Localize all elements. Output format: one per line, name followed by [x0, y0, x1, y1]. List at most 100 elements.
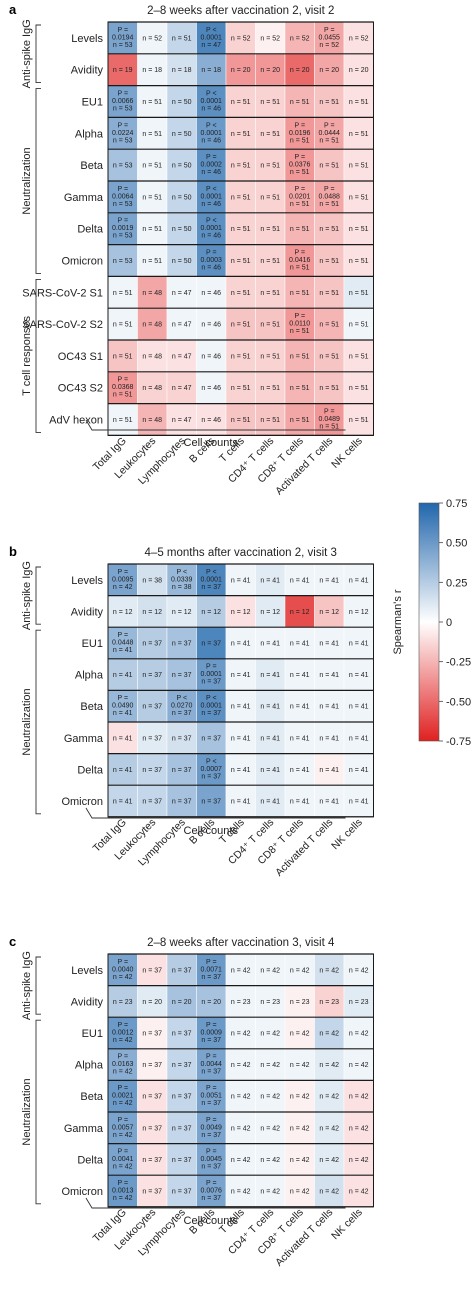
cell-label: n = 23 [260, 999, 280, 1006]
heatmap-cell [343, 339, 374, 373]
heatmap-cell [314, 953, 345, 986]
cell-label: n = 42 [260, 967, 280, 974]
cell-pvalue-head: P = [294, 186, 305, 193]
cell-pvalue: 0.0019 [112, 225, 134, 232]
heatmap-cell [343, 53, 374, 86]
cell-label: n = 51 [231, 353, 251, 360]
cell-n: n = 46 [201, 201, 221, 208]
heatmap-cell [314, 339, 345, 373]
cell-label: n = 50 [172, 99, 192, 106]
cell-label: n = 48 [142, 417, 162, 424]
cell-label: n = 37 [142, 1125, 162, 1132]
cell-label: n = 41 [349, 767, 369, 774]
heatmap-cell [284, 690, 315, 723]
cell-label: n = 42 [231, 1189, 251, 1196]
heatmap-cell [255, 721, 286, 754]
cell-n: n = 53 [113, 201, 133, 208]
heatmap-cell [284, 1048, 315, 1081]
cell-label: n = 37 [142, 967, 162, 974]
cell-n: n = 42 [113, 1195, 133, 1202]
cell-label: n = 47 [172, 322, 192, 329]
group-bracket [35, 629, 41, 815]
heatmap-cell [225, 212, 256, 245]
cell-label: n = 51 [142, 194, 162, 201]
cell-n: n = 37 [201, 1037, 221, 1044]
colorbar-tick-label: 0.75 [446, 498, 467, 510]
row-label: Levels [71, 965, 103, 977]
cell-label: n = 42 [231, 1031, 251, 1038]
cell-n: n = 37 [201, 1100, 221, 1107]
cell-pvalue-head: P = [117, 186, 128, 193]
cell-pvalue: 0.0076 [201, 1188, 223, 1195]
cell-label: n = 48 [142, 385, 162, 392]
heatmap-cell [343, 690, 374, 723]
cell-label: n = 41 [319, 577, 339, 584]
heatmap-cell [255, 307, 286, 341]
cell-label: n = 42 [260, 1125, 280, 1132]
heatmap-cell [343, 276, 374, 309]
cell-label: n = 51 [260, 226, 280, 233]
cell-pvalue: 0.0163 [112, 1061, 134, 1068]
cell-pvalue: 0.0201 [289, 193, 311, 200]
heatmap-cell [284, 1016, 315, 1050]
cell-pvalue-head: P = [206, 1022, 217, 1029]
cell-label: n = 37 [201, 735, 221, 742]
cell-label: n = 42 [349, 1157, 369, 1164]
heatmap-cell [137, 1174, 168, 1208]
heatmap-cell [284, 276, 315, 309]
cell-label: n = 53 [113, 258, 133, 265]
heatmap-cell [166, 307, 197, 341]
heatmap-cell [225, 244, 256, 277]
row-label: Gamma [64, 1123, 104, 1135]
cell-label: n = 46 [201, 385, 221, 392]
heatmap-cell [196, 626, 227, 660]
heatmap-cell [107, 339, 138, 373]
heatmap-cell [137, 658, 168, 691]
cell-pvalue-head: P = [117, 1117, 128, 1124]
cell-pvalue: 0.0416 [289, 257, 311, 264]
cell-label: n = 51 [231, 417, 251, 424]
panel-letter: a [9, 2, 17, 17]
cell-label: n = 51 [260, 290, 280, 297]
cell-n: n = 37 [201, 710, 221, 717]
cell-label: n = 51 [349, 258, 369, 265]
cell-label: n = 37 [172, 672, 192, 679]
heatmap-cell [343, 953, 374, 986]
cell-label: n = 37 [142, 1189, 162, 1196]
cell-label: n = 52 [290, 35, 310, 42]
cell-pvalue-head: P = [117, 1148, 128, 1155]
heatmap-cell [343, 1048, 374, 1081]
cell-label: n = 37 [172, 641, 192, 648]
heatmap-cell [284, 212, 315, 245]
cell-label: n = 51 [319, 385, 339, 392]
heatmap-cell [166, 658, 197, 691]
cell-n: n = 42 [113, 1037, 133, 1044]
heatmap-cell [107, 276, 138, 309]
heatmap-cell [137, 21, 168, 55]
cell-pvalue-head: P < [206, 569, 217, 576]
cell-n: n = 37 [201, 1132, 221, 1139]
cell-pvalue: 0.0001 [201, 225, 223, 232]
cell-label: n = 20 [142, 999, 162, 1006]
group-label: Neutralization [21, 1078, 33, 1145]
cell-label: n = 42 [349, 1189, 369, 1196]
heatmap-cell [314, 21, 345, 55]
cell-label: n = 20 [349, 67, 369, 74]
cell-label: n = 41 [319, 767, 339, 774]
row-label: Alpha [75, 1060, 104, 1072]
cell-pvalue: 0.0044 [201, 1061, 223, 1068]
row-label: Beta [80, 1091, 104, 1103]
cell-label: n = 37 [201, 641, 221, 648]
cell-label: n = 37 [142, 1094, 162, 1101]
cell-label: n = 37 [201, 799, 221, 806]
cell-label: n = 41 [349, 704, 369, 711]
cell-pvalue-head: P = [206, 1180, 217, 1187]
cell-label: n = 18 [172, 67, 192, 74]
cell-label: n = 12 [201, 609, 221, 616]
cell-pvalue-head: P = [117, 1022, 128, 1029]
cell-n: n = 51 [113, 392, 133, 399]
cell-pvalue: 0.0270 [171, 703, 193, 710]
cell-label: n = 23 [349, 999, 369, 1006]
cell-label: n = 42 [349, 1062, 369, 1069]
cell-label: n = 42 [349, 1125, 369, 1132]
